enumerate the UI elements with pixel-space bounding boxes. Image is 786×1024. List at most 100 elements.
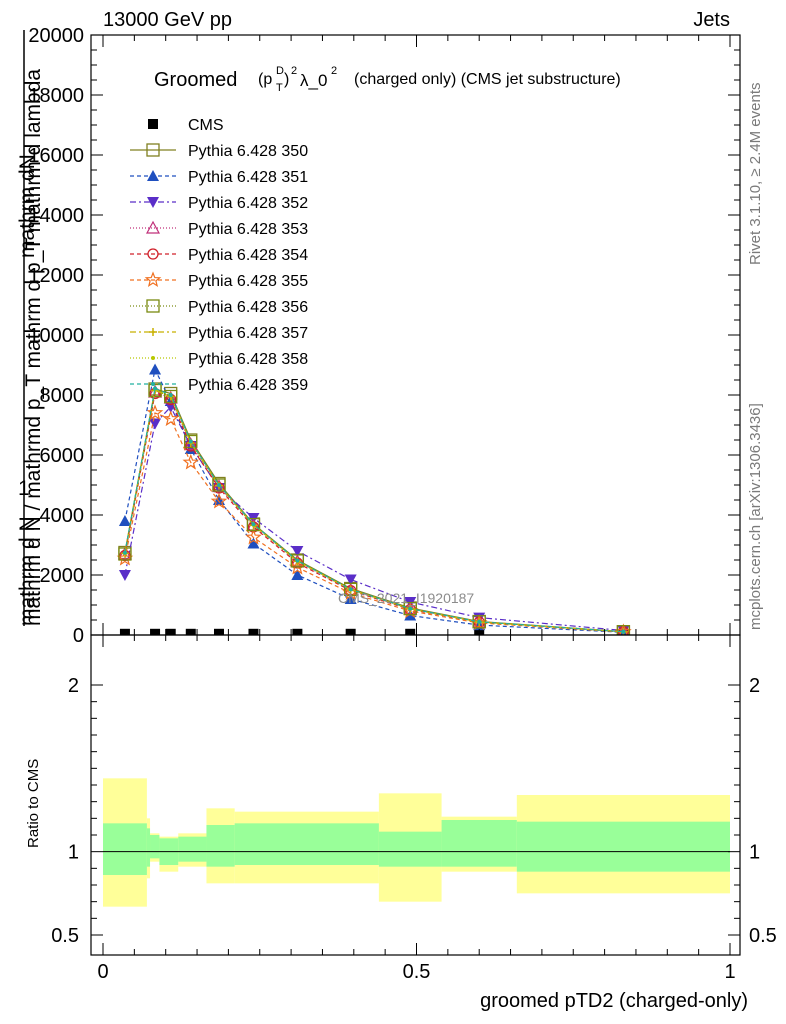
ratio-y-tick-label-right: 1 bbox=[749, 842, 760, 864]
series-line-9 bbox=[124, 388, 624, 633]
x-axis-label: groomed pTD2 (charged-only) bbox=[480, 990, 748, 1012]
ratio-y-tick-label: 1 bbox=[68, 842, 79, 864]
ratio-stat-band-bin bbox=[178, 836, 207, 862]
svg-text:2: 2 bbox=[331, 65, 337, 77]
x-tick-label: 0.5 bbox=[403, 961, 431, 983]
ratio-stat-band-bin bbox=[441, 820, 517, 867]
main-y-axis: 0 2000 4000 6000 8000 10000 12000 14000 16000 180… bbox=[28, 25, 740, 647]
data-point-10-5 bbox=[251, 522, 256, 527]
ratio-y-axis: 0.5 0.5 1 1 2 2 bbox=[51, 675, 777, 947]
svg-text:2: 2 bbox=[291, 65, 297, 77]
rivet-version-label: Rivet 3.1.10, ≥ 2.4M events bbox=[747, 83, 764, 266]
data-point-0-3 bbox=[185, 628, 196, 635]
y-tick-label: 18000 bbox=[28, 85, 84, 107]
data-point-6-0 bbox=[116, 549, 134, 566]
legend-marker-10 bbox=[151, 382, 155, 386]
y-tick-label: 16000 bbox=[28, 145, 84, 167]
ratio-y-tick-label-right: 2 bbox=[749, 675, 760, 697]
chart-title-math: (p D T ) 2 λ_0 2 bbox=[258, 65, 337, 94]
ratio-stat-band-bin bbox=[103, 823, 147, 875]
x-tick-label: 1 bbox=[724, 961, 735, 983]
data-point-7-6 bbox=[290, 554, 305, 568]
ratio-statistical-band bbox=[103, 820, 730, 875]
data-point-7-8 bbox=[403, 601, 417, 616]
legend-entry-10: Pythia 6.428 359 bbox=[130, 377, 308, 394]
data-point-2-1 bbox=[149, 363, 162, 375]
legend-label-7: Pythia 6.428 356 bbox=[188, 299, 308, 316]
data-point-6-3 bbox=[182, 453, 200, 470]
y-label-line-1: mathrm d N / mathrmd p_T mathrm d p_T ma… bbox=[22, 69, 45, 626]
ratio-x-axis: 0 0.5 1 bbox=[97, 635, 736, 983]
ratio-plot-frame bbox=[90, 634, 741, 956]
ratio-stat-band-bin bbox=[516, 821, 730, 872]
data-point-2-7 bbox=[344, 593, 357, 604]
ratio-stat-band-bin bbox=[146, 828, 151, 867]
y-tick-label: 0 bbox=[73, 625, 84, 647]
data-point-0-8 bbox=[405, 628, 416, 635]
data-point-0-1 bbox=[150, 628, 161, 635]
legend-marker-3 bbox=[147, 197, 159, 208]
data-point-6-2 bbox=[162, 410, 180, 427]
legend-label-2: Pythia 6.428 351 bbox=[188, 169, 308, 186]
legend-label-3: Pythia 6.428 352 bbox=[188, 195, 308, 212]
data-point-6-10 bbox=[615, 623, 632, 635]
legend-marker-4 bbox=[145, 220, 161, 234]
legend-entry-9: Pythia 6.428 358 bbox=[130, 351, 308, 368]
header-left: 13000 GeV pp bbox=[103, 9, 232, 31]
data-point-7-4 bbox=[212, 478, 226, 492]
legend-entry-0: CMS bbox=[148, 117, 224, 134]
svg-text:λ_0: λ_0 bbox=[300, 71, 327, 90]
y-tick-label: 6000 bbox=[40, 445, 85, 467]
data-point-0-5 bbox=[248, 628, 259, 635]
legend-marker-5 bbox=[147, 248, 159, 260]
main-x-axis-ticks bbox=[102, 35, 731, 635]
data-point-2-5 bbox=[247, 537, 260, 549]
data-point-7-3 bbox=[184, 434, 198, 449]
data-point-3-1 bbox=[149, 418, 162, 430]
legend-entry-8: Pythia 6.428 357 bbox=[130, 325, 308, 342]
main-y-axis-label: mathrm d N / mathrmd p_T mathrm d p_T ma… bbox=[16, 30, 45, 626]
legend-marker-6 bbox=[144, 271, 162, 288]
legend-label-8: Pythia 6.428 357 bbox=[188, 325, 308, 342]
legend-entry-1: Pythia 6.428 350 bbox=[130, 143, 308, 160]
y-tick-label: 12000 bbox=[28, 265, 84, 287]
data-point-7-2 bbox=[164, 389, 178, 404]
data-point-7-5 bbox=[246, 517, 261, 532]
legend-entry-4: Pythia 6.428 353 bbox=[130, 220, 308, 238]
chart-title-prefix: Groomed bbox=[154, 69, 237, 91]
legend-marker-9 bbox=[151, 356, 155, 360]
legend-label-10: Pythia 6.428 359 bbox=[188, 377, 308, 394]
legend: CMS Pythia 6.428 350 Pythia 6.428 351 Pythi… bbox=[130, 117, 308, 394]
y-tick-label: 10000 bbox=[28, 325, 84, 347]
ratio-y-axis-label: Ratio to CMS bbox=[25, 759, 42, 848]
data-point-6-1 bbox=[146, 404, 164, 421]
legend-entry-2: Pythia 6.428 351 bbox=[130, 169, 308, 186]
data-point-0-0 bbox=[119, 628, 130, 635]
data-point-10-9 bbox=[477, 619, 482, 624]
data-point-2-0 bbox=[118, 515, 131, 526]
ratio-y-tick-label: 2 bbox=[68, 675, 79, 697]
mcplots-reference-label: mcplots.cern.ch [arXiv:1306.3436] bbox=[747, 403, 764, 630]
data-point-7-7 bbox=[344, 582, 358, 597]
legend-entry-5: Pythia 6.428 354 bbox=[130, 247, 308, 264]
legend-marker-2 bbox=[147, 170, 159, 181]
ratio-stat-band-bin bbox=[150, 835, 160, 859]
data-point-0-2 bbox=[165, 628, 176, 635]
data-point-7-1 bbox=[148, 383, 162, 398]
data-point-10-8 bbox=[408, 606, 413, 611]
analysis-watermark: CMS_2021_I1920187 bbox=[338, 590, 474, 606]
main-series-group bbox=[116, 363, 632, 635]
legend-entry-7: Pythia 6.428 356 bbox=[130, 299, 308, 316]
data-point-4-3 bbox=[183, 437, 198, 451]
legend-label-5: Pythia 6.428 354 bbox=[188, 247, 308, 264]
data-point-3-0 bbox=[118, 570, 131, 581]
legend-marker-7 bbox=[146, 299, 160, 313]
data-point-0-7 bbox=[345, 628, 356, 635]
chart-title-suffix: (charged only) (CMS jet substructure) bbox=[354, 71, 621, 88]
data-point-0-6 bbox=[292, 628, 303, 635]
data-point-10-2 bbox=[168, 393, 173, 397]
y-label-line-3: mathrm d N bbox=[16, 516, 39, 626]
x-tick-label: 0 bbox=[97, 961, 108, 983]
ratio-stat-band-bin bbox=[378, 831, 442, 867]
